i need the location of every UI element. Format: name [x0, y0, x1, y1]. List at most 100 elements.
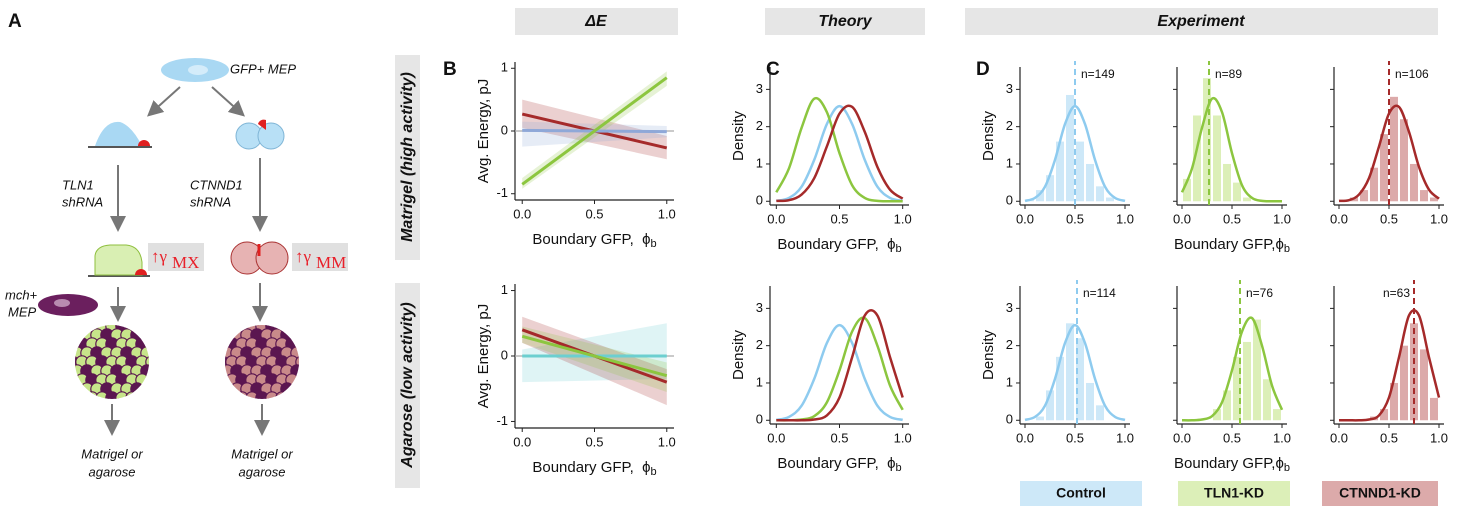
y-tick-label: 3 — [756, 81, 763, 96]
legend-swatch — [1020, 481, 1142, 506]
x-axis-label-main: Boundary GFP, ϕ — [777, 455, 895, 472]
bar — [1036, 416, 1044, 421]
line — [521, 334, 668, 378]
bar — [1263, 379, 1271, 421]
x-tick-label: 1.0 — [894, 211, 912, 226]
panel-label: D — [976, 59, 990, 80]
confidence-band — [522, 121, 667, 147]
x-tick-label: 1.0 — [658, 206, 676, 221]
x-tick-label: 0.5 — [1380, 211, 1398, 226]
row-label-box — [395, 283, 420, 488]
density-curve — [776, 323, 903, 422]
spheroid — [225, 325, 299, 399]
bar — [1243, 341, 1251, 421]
x-axis-label-subscript: b — [1284, 462, 1290, 474]
chart: 0 1 2 3 0.0 0.5 1.0 Density n=114 — [980, 280, 1134, 445]
x-tick-label: 0.5 — [585, 434, 603, 449]
x-tick-label: 0.0 — [1330, 211, 1348, 226]
bar — [1056, 356, 1064, 421]
diagram-text: agarose — [89, 464, 136, 479]
chart: 0.0 0.5 1.0 Boundary GFP,ϕb n=76 — [1173, 280, 1291, 474]
y-tick-label: 0 — [1006, 193, 1013, 208]
x-axis-label-main: Boundary GFP, ϕ — [532, 459, 650, 476]
bar — [1430, 197, 1438, 202]
chart: -1 0 1 0.0 0.5 1.0 Avg. Energy, pJ Boundary GFP… — [475, 60, 676, 250]
x-axis-label-main: Boundary GFP, ϕ — [777, 236, 895, 253]
x-axis-label-main: Boundary GFP,ϕ — [1174, 455, 1284, 472]
chart: 0.0 0.5 1.0 n=63 — [1330, 280, 1448, 445]
bar — [1046, 175, 1054, 202]
bar — [1380, 409, 1388, 421]
fit-curve — [1180, 96, 1283, 203]
y-tick-label: -1 — [496, 185, 508, 200]
fit-curve — [1024, 104, 1126, 203]
tile — [85, 391, 99, 399]
adhesion — [135, 269, 147, 275]
y-tick-label: 1 — [1006, 155, 1013, 170]
y-axis-label: Density — [980, 110, 997, 161]
density-curve — [776, 104, 904, 203]
bar — [1183, 178, 1191, 202]
diagram-text: MEP — [8, 304, 37, 319]
chart: 0 1 2 3 0.0 0.5 1.0 Density n=149 — [980, 61, 1134, 226]
diagram-text: shRNA — [62, 194, 103, 209]
x-tick-label: 1.0 — [1430, 211, 1448, 226]
effect-box — [148, 243, 204, 271]
header: Theory — [818, 13, 872, 30]
y-tick-label: 1 — [501, 60, 508, 75]
junction — [258, 119, 266, 130]
tile — [280, 382, 294, 396]
x-tick-label: 0.5 — [585, 206, 603, 221]
row-label: Matrigel (high activity) — [399, 72, 416, 242]
header-box — [515, 8, 678, 35]
y-tick-label: 1 — [501, 282, 508, 297]
legend-label: Control — [1056, 485, 1106, 501]
diagram-text: shRNA — [190, 194, 231, 209]
diagram-text: mch+ — [5, 287, 38, 302]
bar — [1076, 338, 1084, 421]
y-tick-label: 3 — [756, 300, 763, 315]
bar — [1243, 197, 1251, 202]
bar — [1410, 163, 1418, 202]
bar — [1213, 409, 1221, 421]
bar — [1046, 390, 1054, 421]
x-tick-label: 0.5 — [1066, 211, 1084, 226]
y-tick-label: 1 — [756, 374, 763, 389]
bar — [1380, 134, 1388, 202]
panel-label: B — [443, 59, 457, 80]
x-tick-label: 0.0 — [767, 211, 785, 226]
bar — [1370, 167, 1378, 202]
arrow — [211, 86, 245, 117]
effect-subscript: MX — [172, 253, 199, 272]
effect-symbol: ↑γ — [295, 247, 312, 266]
bar — [1360, 190, 1368, 202]
y-axis-label: Density — [730, 329, 747, 380]
header: ΔE — [584, 13, 608, 30]
header: Experiment — [1157, 13, 1245, 30]
y-axis-label: Avg. Energy, pJ — [475, 304, 492, 409]
x-tick-label: 0.0 — [1173, 430, 1191, 445]
diagram-text: CTNND1 — [190, 177, 243, 192]
x-tick-label: 0.5 — [1223, 430, 1241, 445]
tile — [130, 382, 144, 396]
x-tick-label: 0.0 — [1330, 430, 1348, 445]
tile — [275, 391, 289, 399]
panel-label: C — [766, 59, 780, 80]
bar — [1066, 94, 1074, 202]
x-tick-label: 1.0 — [894, 430, 912, 445]
tile — [235, 391, 249, 399]
fit-curve — [1338, 309, 1441, 422]
panel-label: A — [8, 11, 22, 32]
bar — [1086, 163, 1094, 202]
bar — [1400, 119, 1408, 202]
bar — [1400, 345, 1408, 421]
cell — [95, 121, 142, 146]
y-tick-label: 0 — [756, 193, 763, 208]
effect-subscript: MM — [316, 253, 346, 272]
y-tick-label: 3 — [1006, 81, 1013, 96]
bar — [1390, 96, 1398, 202]
y-tick-label: -1 — [496, 413, 508, 428]
chart: 0.0 0.5 1.0 Boundary GFP,ϕb n=89 — [1173, 61, 1291, 255]
bar — [1233, 182, 1241, 202]
